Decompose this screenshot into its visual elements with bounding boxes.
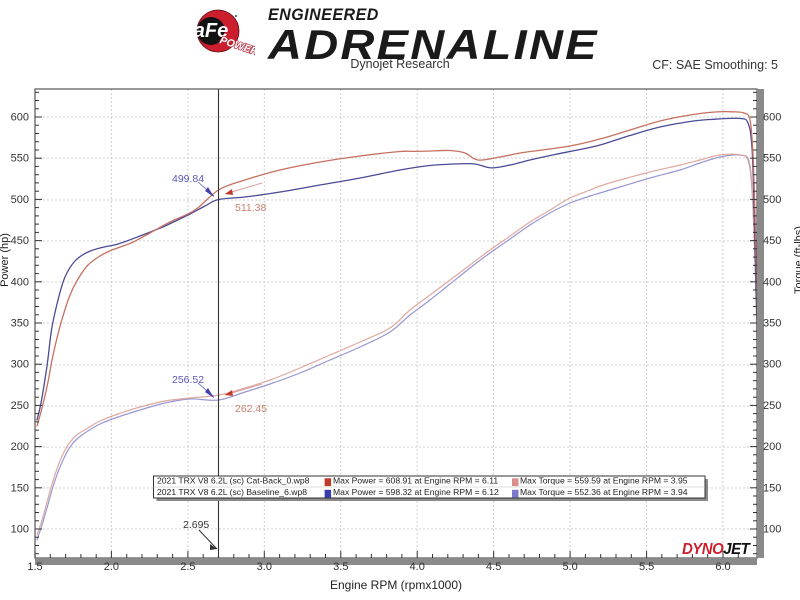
svg-text:2.5: 2.5 (180, 561, 195, 573)
svg-text:Max Torque = 559.59 at Engine: Max Torque = 559.59 at Engine RPM = 3.95 (520, 476, 688, 486)
svg-text:2.695: 2.695 (183, 519, 209, 531)
svg-text:150: 150 (11, 482, 29, 494)
svg-text:450: 450 (11, 235, 29, 247)
svg-text:600: 600 (11, 112, 29, 124)
svg-text:6.0: 6.0 (715, 561, 730, 573)
svg-text:250: 250 (11, 400, 29, 412)
svg-text:5.0: 5.0 (562, 561, 577, 573)
svg-text:250: 250 (763, 400, 781, 412)
svg-text:500: 500 (11, 194, 29, 206)
svg-text:256.52: 256.52 (172, 374, 204, 386)
svg-text:2021 TRX V8 6.2L (sc) Cat-Back: 2021 TRX V8 6.2L (sc) Cat-Back_0.wp8 (157, 476, 310, 486)
svg-text:200: 200 (11, 441, 29, 453)
svg-text:300: 300 (11, 359, 29, 371)
svg-text:3.5: 3.5 (333, 561, 348, 573)
svg-text:511.38: 511.38 (235, 202, 266, 214)
svg-text:400: 400 (763, 276, 781, 288)
svg-text:Max Power = 598.32 at Engine R: Max Power = 598.32 at Engine RPM = 6.12 (333, 487, 499, 497)
svg-text:450: 450 (763, 235, 781, 247)
svg-text:4.0: 4.0 (410, 561, 425, 573)
svg-text:300: 300 (763, 359, 781, 371)
svg-text:499.84: 499.84 (172, 173, 204, 185)
svg-text:550: 550 (11, 153, 29, 165)
svg-text:100: 100 (763, 524, 781, 536)
svg-text:350: 350 (763, 318, 781, 330)
svg-text:262.45: 262.45 (235, 403, 267, 415)
svg-text:500: 500 (763, 194, 781, 206)
svg-text:Max Torque = 552.36 at Engine: Max Torque = 552.36 at Engine RPM = 3.94 (520, 487, 688, 497)
svg-text:350: 350 (11, 318, 29, 330)
svg-text:5.5: 5.5 (639, 561, 654, 573)
svg-text:600: 600 (763, 112, 781, 124)
svg-text:550: 550 (763, 153, 781, 165)
svg-text:1.5: 1.5 (27, 561, 42, 573)
svg-text:100: 100 (11, 524, 29, 536)
svg-text:400: 400 (11, 276, 29, 288)
svg-text:2.0: 2.0 (104, 561, 119, 573)
svg-text:4.5: 4.5 (486, 561, 501, 573)
svg-text:Max Power = 608.91 at Engine R: Max Power = 608.91 at Engine RPM = 6.11 (333, 476, 498, 486)
svg-text:2021 TRX V8 6.2L (sc) Baseline: 2021 TRX V8 6.2L (sc) Baseline_6.wp8 (157, 487, 307, 497)
svg-text:3.0: 3.0 (257, 561, 272, 573)
svg-text:150: 150 (763, 482, 781, 494)
svg-text:200: 200 (763, 441, 781, 453)
